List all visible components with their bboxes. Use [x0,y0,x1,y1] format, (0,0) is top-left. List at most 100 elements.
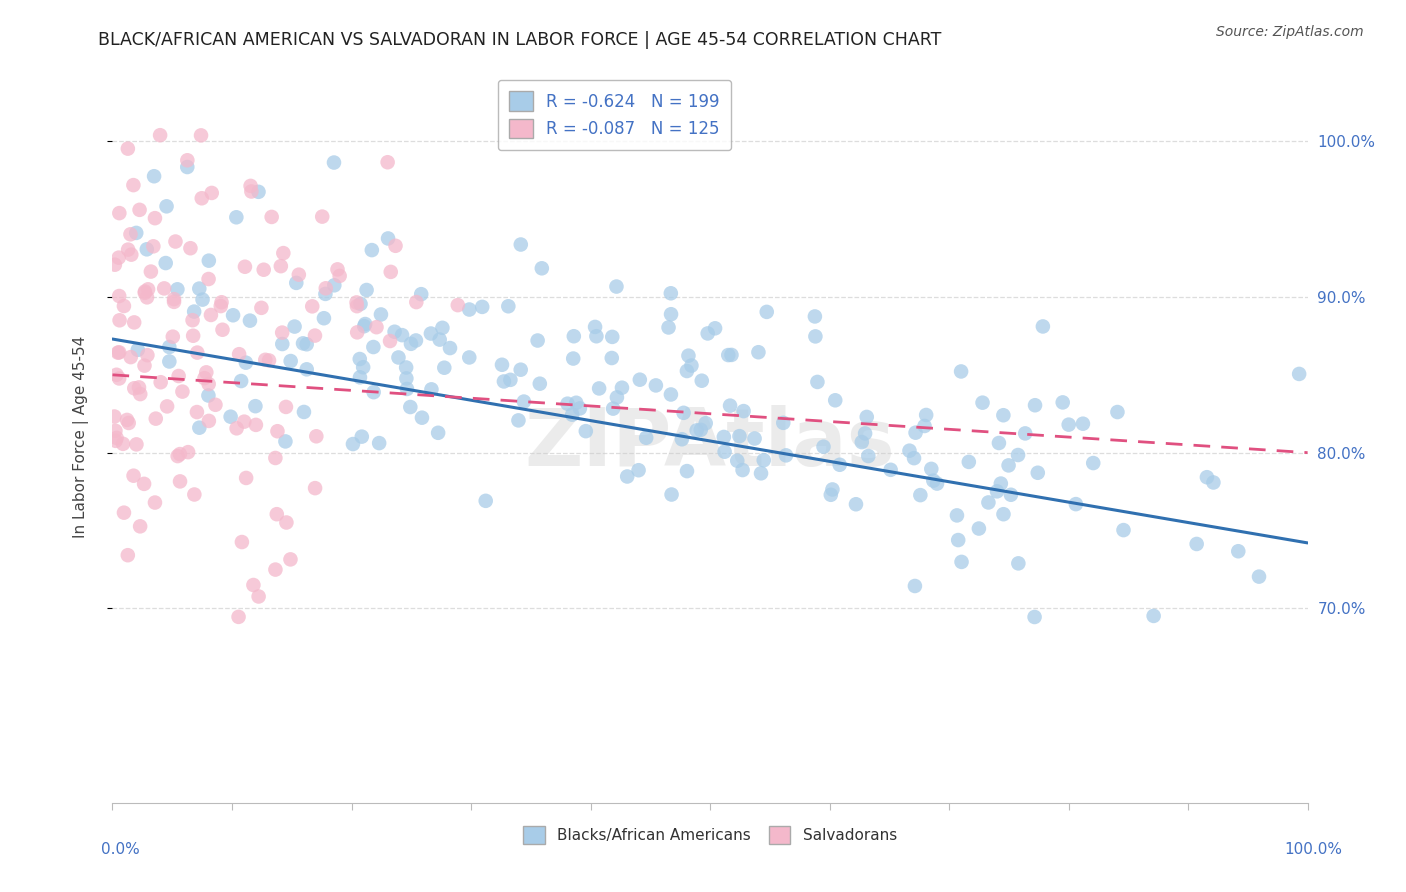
Point [447,298,470,312]
Point [1071,417,1094,431]
Point [169,475,191,489]
Point [200,308,222,322]
Point [266,424,288,438]
Point [117,548,139,562]
Point [349,297,371,311]
Point [155,256,177,270]
Point [295,362,318,376]
Point [575,424,598,438]
Point [458,302,481,317]
Point [104,424,127,438]
Point [583,320,606,334]
Text: 0.0%: 0.0% [101,842,141,856]
Point [209,299,232,313]
Point [775,448,797,462]
Point [718,399,741,413]
Point [948,533,970,547]
Point [922,474,945,488]
Point [678,349,700,363]
Point [225,211,247,225]
Point [120,227,142,242]
Point [432,321,454,335]
Point [439,341,461,355]
Point [731,463,754,477]
Point [644,378,666,392]
Point [588,381,610,395]
Point [197,377,219,392]
Point [312,311,335,326]
Point [1057,417,1080,432]
Point [120,247,142,261]
Point [610,381,633,395]
Point [198,414,221,428]
Point [120,350,142,364]
Point [600,330,623,344]
Point [910,488,932,502]
Point [1227,544,1250,558]
Text: ZIPAtlas: ZIPAtlas [524,405,896,483]
Point [605,279,627,293]
Y-axis label: In Labor Force | Age 45-54: In Labor Force | Age 45-54 [73,336,89,538]
Point [384,325,406,339]
Point [228,347,250,361]
Point [270,259,292,273]
Point [1112,523,1135,537]
Point [127,343,149,357]
Point [190,191,212,205]
Point [254,352,277,367]
Point [498,299,520,313]
Point [136,290,159,304]
Point [235,356,257,370]
Point [471,300,494,314]
Point [193,371,215,385]
Point [752,453,775,467]
Point [1007,557,1029,571]
Point [492,375,515,389]
Point [149,128,172,143]
Point [986,484,1008,499]
Point [108,289,131,303]
Point [565,396,588,410]
Point [135,243,157,257]
Point [387,351,409,365]
Point [247,590,270,604]
Point [530,261,553,276]
Point [163,292,186,306]
Point [967,522,990,536]
Point [606,390,628,404]
Point [987,436,1010,450]
Point [561,408,583,422]
Point [898,443,921,458]
Point [491,358,513,372]
Point [713,430,735,444]
Point [105,431,128,445]
Point [526,334,548,348]
Point [276,516,298,530]
Point [733,404,755,418]
Point [821,483,844,497]
Point [136,282,159,296]
Point [125,226,148,240]
Point [181,328,204,343]
Point [568,401,591,416]
Point [1024,610,1046,624]
Point [353,319,375,334]
Point [108,371,131,385]
Point [186,345,208,359]
Point [292,336,315,351]
Point [950,364,973,378]
Point [395,382,418,396]
Point [972,395,994,409]
Point [804,310,827,324]
Point [129,519,152,533]
Point [177,445,200,459]
Point [946,508,969,523]
Point [689,423,711,437]
Point [260,210,283,224]
Point [284,319,307,334]
Text: Source: ZipAtlas.com: Source: ZipAtlas.com [1216,25,1364,39]
Point [851,435,873,450]
Point [346,299,368,313]
Point [183,487,205,501]
Point [129,387,152,401]
